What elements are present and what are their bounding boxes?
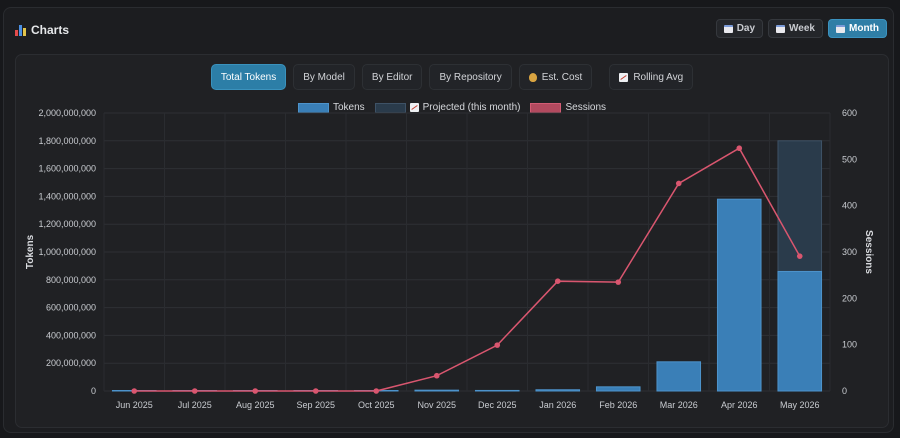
y2-tick-label: 100 bbox=[842, 340, 857, 350]
x-tick-label: May 2026 bbox=[780, 400, 820, 410]
sessions-point bbox=[191, 388, 198, 394]
sessions-point bbox=[433, 372, 440, 379]
tab-total-tokens[interactable]: Total Tokens bbox=[210, 64, 287, 90]
calendar-icon bbox=[776, 24, 786, 33]
legend-item-tokens[interactable]: Tokens bbox=[297, 102, 365, 113]
sessions-point bbox=[131, 388, 138, 394]
x-tick-label: Jun 2025 bbox=[116, 400, 153, 410]
x-tick-label: Aug 2025 bbox=[236, 400, 275, 410]
bar-tokens bbox=[535, 389, 581, 392]
chart-legend: Tokens Projected (this month) Sessions bbox=[16, 102, 888, 113]
charts-title: Charts bbox=[31, 23, 70, 37]
tab-label: Est. Cost bbox=[541, 71, 583, 83]
period-week-button[interactable]: Week bbox=[768, 19, 823, 38]
legend-item-projected[interactable]: Projected (this month) bbox=[374, 102, 521, 113]
sessions-point bbox=[796, 253, 803, 259]
x-tick-label: Oct 2025 bbox=[358, 400, 395, 410]
money-bag-icon bbox=[528, 72, 537, 82]
y-tick-label: 1,200,000,000 bbox=[38, 219, 96, 229]
sessions-point bbox=[373, 388, 380, 394]
y-tick-label: 600,000,000 bbox=[46, 303, 96, 313]
legend-label-sessions: Sessions bbox=[565, 102, 607, 113]
legend-swatch-sessions bbox=[530, 102, 562, 113]
y2-tick-label: 600 bbox=[842, 108, 857, 118]
y-tick-label: 1,400,000,000 bbox=[38, 191, 96, 201]
x-tick-label: Jan 2026 bbox=[539, 400, 576, 410]
y2-tick-label: 500 bbox=[842, 154, 857, 164]
x-tick-label: Apr 2026 bbox=[721, 400, 758, 410]
period-month-label: Month bbox=[849, 23, 879, 34]
bar-tokens bbox=[777, 270, 823, 392]
bar-tokens bbox=[414, 389, 460, 392]
y-tick-label: 800,000,000 bbox=[46, 275, 96, 285]
tab-label: By Editor bbox=[371, 71, 413, 83]
tab-rolling-avg[interactable]: Rolling Avg bbox=[609, 64, 694, 90]
legend-swatch-tokens bbox=[297, 102, 329, 113]
tab-label: By Model bbox=[303, 71, 345, 83]
y-tick-label: 400,000,000 bbox=[46, 330, 96, 340]
sessions-point bbox=[736, 145, 743, 152]
sessions-point bbox=[675, 180, 682, 187]
tab-label: Rolling Avg bbox=[633, 71, 684, 83]
period-week-label: Week bbox=[789, 23, 815, 34]
sessions-point bbox=[615, 279, 622, 285]
y-tick-label: 0 bbox=[91, 386, 96, 396]
y2-tick-label: 300 bbox=[842, 247, 857, 257]
x-tick-label: Feb 2026 bbox=[599, 400, 637, 410]
period-day-button[interactable]: Day bbox=[715, 19, 764, 38]
trend-chart-icon bbox=[409, 103, 419, 112]
chart-tabs: Total Tokens By Model By Editor By Repos… bbox=[16, 64, 888, 90]
tab-by-editor[interactable]: By Editor bbox=[361, 64, 423, 90]
y2-tick-label: 0 bbox=[842, 386, 847, 396]
bar-chart-icon bbox=[15, 24, 26, 36]
y-axis-title: Tokens bbox=[25, 234, 36, 269]
sessions-point bbox=[494, 342, 501, 348]
y-tick-label: 2,000,000,000 bbox=[38, 108, 96, 118]
period-selector: Day Week Month bbox=[715, 19, 887, 38]
y2-tick-label: 200 bbox=[842, 293, 857, 303]
bar-tokens bbox=[474, 389, 520, 392]
x-tick-label: Jul 2025 bbox=[178, 400, 212, 410]
tab-by-repository[interactable]: By Repository bbox=[429, 64, 512, 90]
legend-item-sessions[interactable]: Sessions bbox=[530, 102, 606, 113]
tab-label: By Repository bbox=[439, 71, 502, 83]
bar-tokens bbox=[656, 361, 702, 392]
y-tick-label: 1,800,000,000 bbox=[38, 136, 96, 146]
sessions-point bbox=[312, 388, 319, 394]
sessions-line bbox=[134, 147, 801, 392]
y-tick-label: 1,600,000,000 bbox=[38, 164, 96, 174]
legend-label-tokens: Tokens bbox=[332, 102, 365, 113]
legend-swatch-projected bbox=[374, 102, 406, 113]
charts-header: Charts bbox=[15, 23, 69, 37]
x-tick-label: Dec 2025 bbox=[478, 400, 517, 410]
calendar-icon bbox=[723, 24, 733, 33]
x-tick-label: Nov 2025 bbox=[417, 400, 456, 410]
tab-est-cost[interactable]: Est. Cost bbox=[518, 64, 593, 90]
sessions-point bbox=[252, 388, 259, 394]
period-day-label: Day bbox=[736, 23, 756, 34]
x-tick-label: Mar 2026 bbox=[660, 400, 698, 410]
y-tick-label: 200,000,000 bbox=[46, 358, 96, 368]
period-month-button[interactable]: Month bbox=[828, 19, 887, 38]
trend-chart-icon bbox=[619, 72, 629, 82]
y2-axis-title: Sessions bbox=[863, 230, 874, 274]
tab-by-model[interactable]: By Model bbox=[293, 64, 355, 90]
x-tick-label: Sep 2025 bbox=[296, 400, 335, 410]
calendar-icon bbox=[836, 24, 845, 33]
bar-tokens bbox=[595, 386, 641, 392]
legend-label-projected: Projected (this month) bbox=[422, 102, 521, 113]
sessions-point bbox=[554, 278, 561, 284]
tab-label: Total Tokens bbox=[220, 71, 277, 83]
y2-tick-label: 400 bbox=[842, 201, 857, 211]
bar-tokens bbox=[716, 198, 762, 392]
y-tick-label: 1,000,000,000 bbox=[38, 247, 96, 257]
